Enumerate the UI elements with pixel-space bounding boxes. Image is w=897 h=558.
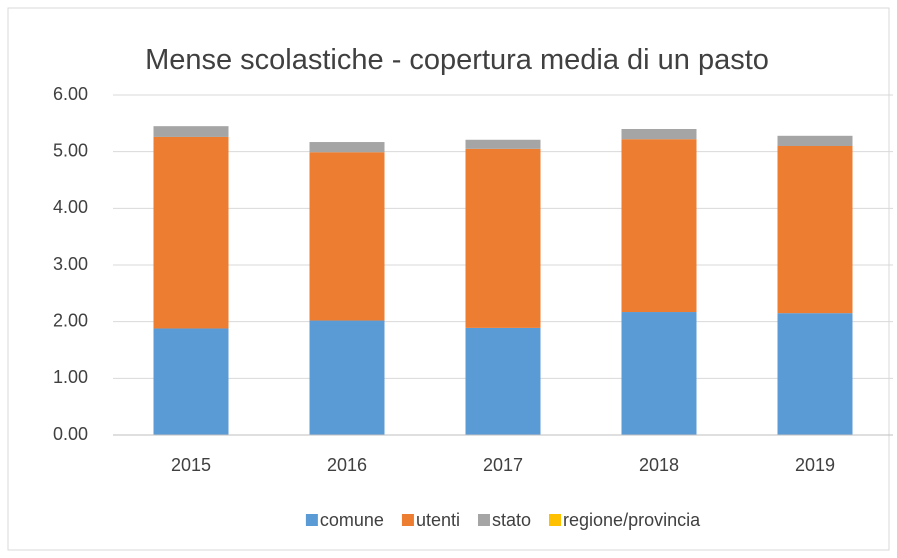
bar-segment (153, 136, 229, 329)
bar-segment (309, 320, 385, 435)
y-tick-label: 1.00 (53, 367, 88, 387)
x-tick-label: 2019 (795, 455, 835, 475)
legend-label: stato (492, 510, 531, 530)
y-tick-label: 3.00 (53, 254, 88, 274)
y-tick-label: 2.00 (53, 310, 88, 330)
legend-swatch (401, 514, 414, 526)
x-tick-label: 2018 (639, 455, 679, 475)
chart-title: Mense scolastiche - copertura media di u… (145, 44, 769, 76)
y-tick-label: 4.00 (53, 197, 88, 217)
chart-border (7, 7, 890, 551)
y-tick-label: 0.00 (53, 424, 88, 444)
legend-label: utenti (416, 510, 460, 530)
bar-segment (777, 135, 853, 146)
y-tick-label: 6.00 (53, 84, 88, 104)
legend-label: comune (320, 510, 384, 530)
legend-label: regione/provincia (563, 510, 701, 530)
y-tick-label: 5.00 (53, 140, 88, 160)
bar-segment (153, 126, 229, 137)
bar-segment (465, 327, 541, 435)
bar-segment (621, 312, 697, 435)
bar-segment (153, 328, 229, 435)
bar-segment (621, 129, 697, 140)
bar-segment (465, 139, 541, 149)
x-tick-label: 2015 (171, 455, 211, 475)
x-tick-label: 2016 (327, 455, 367, 475)
bar-segment (777, 313, 853, 435)
legend-swatch (549, 514, 562, 526)
bar-segment (465, 148, 541, 328)
legend-swatch (305, 514, 318, 526)
bar-segment (309, 152, 385, 321)
bar-segment (777, 146, 853, 314)
x-tick-label: 2017 (483, 455, 523, 475)
legend-swatch (477, 514, 490, 526)
bar-segment (309, 142, 385, 153)
bar-segment (621, 139, 697, 313)
